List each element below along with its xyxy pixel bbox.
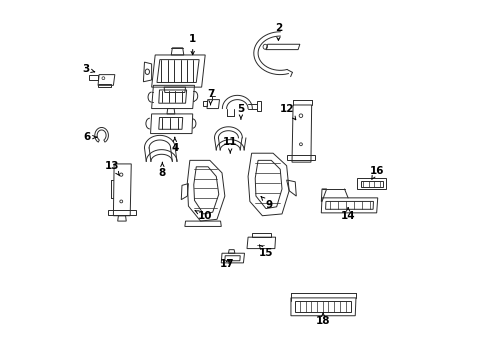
Text: 8: 8 [159, 162, 165, 178]
Text: 18: 18 [315, 313, 330, 326]
Text: 16: 16 [368, 166, 383, 179]
Text: 7: 7 [206, 89, 214, 105]
Text: 10: 10 [195, 211, 212, 221]
Text: 12: 12 [280, 104, 295, 120]
Text: 2: 2 [274, 23, 282, 40]
Text: 11: 11 [223, 138, 237, 153]
Text: 14: 14 [340, 208, 355, 221]
Text: 6: 6 [83, 132, 96, 142]
Text: 5: 5 [237, 104, 244, 119]
Text: 9: 9 [261, 197, 272, 210]
Text: 13: 13 [105, 161, 120, 176]
Text: 3: 3 [82, 64, 95, 74]
Text: 15: 15 [258, 245, 273, 258]
Text: 4: 4 [171, 137, 178, 153]
Text: 17: 17 [219, 259, 233, 269]
Text: 1: 1 [189, 34, 196, 55]
